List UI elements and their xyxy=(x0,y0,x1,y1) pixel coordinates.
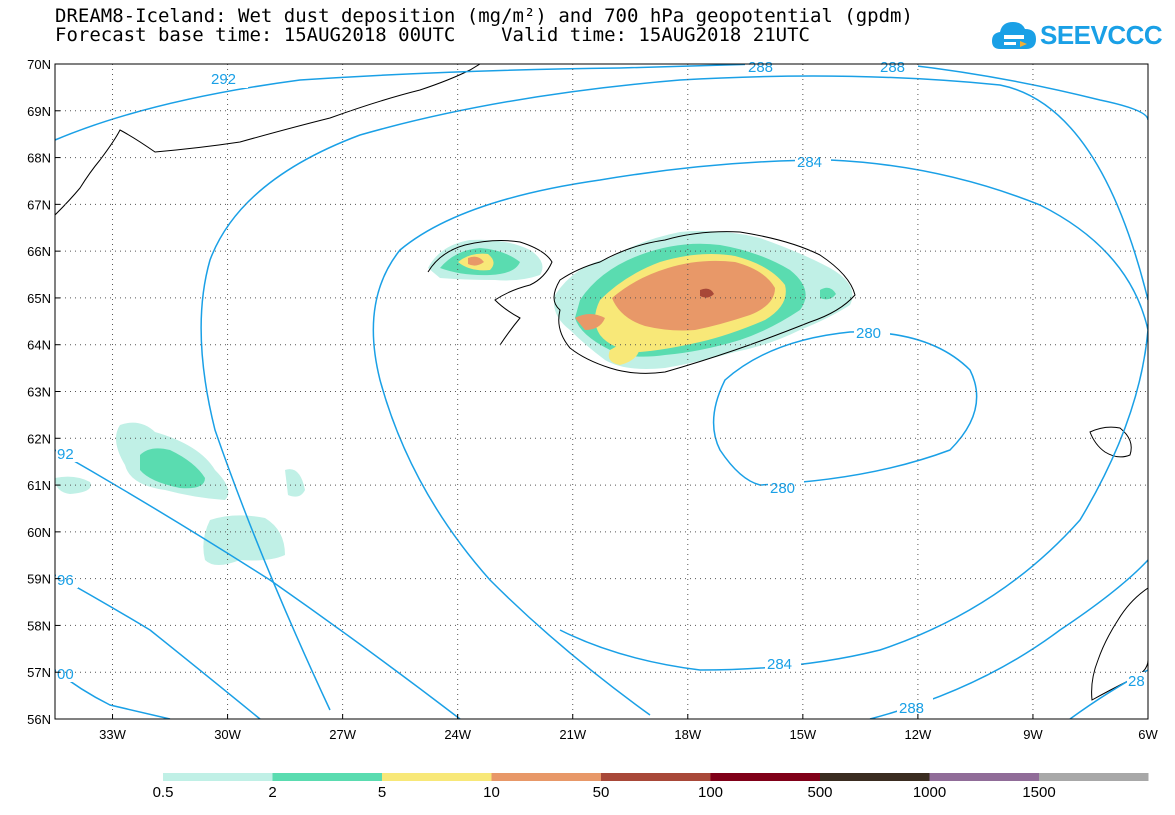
legend-label: 50 xyxy=(593,784,610,801)
latitude-tick-label: 58N xyxy=(27,618,51,633)
latitude-tick-label: 64N xyxy=(27,338,51,353)
dust-patch xyxy=(203,515,285,565)
longitude-tick-label: 27W xyxy=(329,727,356,742)
legend-swatch xyxy=(491,773,601,781)
legend-label: 100 xyxy=(698,784,723,801)
dust-patch xyxy=(140,448,205,489)
dust-patch xyxy=(468,256,484,266)
latitude-tick-label: 62N xyxy=(27,431,51,446)
longitude-tick-label: 12W xyxy=(905,727,932,742)
legend-swatch xyxy=(820,773,930,781)
geopotential-contours xyxy=(55,64,1148,719)
map-frame xyxy=(54,63,1149,720)
logo-text: SEEVCCC xyxy=(1040,20,1163,50)
legend-label: 1500 xyxy=(1022,784,1055,801)
longitude-tick-label: 18W xyxy=(674,727,701,742)
latitude-axis: 70N 69N 68N 67N 66N 65N 64N 63N 62N 61N 60N 59N 58N 5… xyxy=(27,57,51,727)
contour-280 xyxy=(712,331,978,486)
map-title: DREAM8-Iceland: Wet dust deposition (mg/… xyxy=(55,5,913,27)
legend-swatch xyxy=(601,773,711,781)
legend-label: 500 xyxy=(807,784,832,801)
latitude-tick-label: 59N xyxy=(27,572,51,587)
longitude-tick-label: 24W xyxy=(444,727,471,742)
cloud-icon xyxy=(992,22,1036,49)
contour-284 xyxy=(372,159,1148,716)
latitude-tick-label: 66N xyxy=(27,244,51,259)
latitude-tick-label: 70N xyxy=(27,57,51,72)
longitude-tick-label: 9W xyxy=(1023,727,1043,742)
contour-label: 288 xyxy=(899,700,924,717)
dust-patch xyxy=(285,469,305,497)
contour-label: 280 xyxy=(770,480,795,497)
longitude-tick-label: 15W xyxy=(789,727,816,742)
contour-label: 00 xyxy=(57,666,74,683)
latitude-tick-label: 60N xyxy=(27,525,51,540)
dust-patch xyxy=(55,476,91,494)
dust-patch xyxy=(820,287,836,300)
longitude-axis: 33W 30W 27W 24W 21W 18W 15W 12W 9W 6W xyxy=(99,727,1158,742)
coastlines xyxy=(55,64,1148,701)
legend-label: 10 xyxy=(483,784,500,801)
legend-label: 0.5 xyxy=(153,784,174,801)
contour-labels: 292 288 288 284 280 280 284 288 92 96 00… xyxy=(56,58,1147,717)
legend-label: 5 xyxy=(378,784,386,801)
westfjords-coast xyxy=(427,240,553,346)
legend-swatch xyxy=(929,773,1039,781)
dust-patch xyxy=(700,288,714,298)
contour-292-south xyxy=(55,449,461,719)
contour-label: 288 xyxy=(880,59,905,76)
latitude-tick-label: 56N xyxy=(27,712,51,727)
longitude-tick-label: 30W xyxy=(214,727,241,742)
map-subtitle: Forecast base time: 15AUG2018 00UTC Vali… xyxy=(55,24,810,46)
longitude-tick-label: 21W xyxy=(559,727,586,742)
contour-296 xyxy=(55,574,261,719)
contour-label: 28 xyxy=(1128,673,1145,690)
iceland-coast xyxy=(553,231,856,374)
longitude-tick-label: 33W xyxy=(99,727,126,742)
contour-label: 284 xyxy=(767,656,792,673)
legend-swatch xyxy=(1039,773,1149,781)
legend-swatch xyxy=(272,773,382,781)
dust-patch xyxy=(575,314,605,330)
latitude-tick-label: 68N xyxy=(27,151,51,166)
legend-label: 1000 xyxy=(913,784,946,801)
legend-swatch xyxy=(163,773,273,781)
dust-patch xyxy=(612,260,775,331)
contour-label: 288 xyxy=(748,59,773,76)
contour-292 xyxy=(55,64,761,141)
graticule xyxy=(55,63,1149,720)
latitude-tick-label: 61N xyxy=(27,478,51,493)
faroe-coast xyxy=(1089,426,1132,458)
contour-label: 284 xyxy=(797,154,822,171)
latitude-tick-label: 69N xyxy=(27,104,51,119)
contour-label: 280 xyxy=(856,325,881,342)
contour-288-main xyxy=(200,75,1148,711)
legend-swatch xyxy=(710,773,820,781)
legend-swatch xyxy=(382,773,492,781)
dust-deposition-field xyxy=(55,230,853,565)
contour-label: 292 xyxy=(211,71,236,88)
contour-label: 92 xyxy=(57,446,74,463)
seevccc-logo: SEEVCCC xyxy=(990,15,1163,59)
latitude-tick-label: 67N xyxy=(27,197,51,212)
contour-288 xyxy=(899,64,1148,121)
latitude-tick-label: 65N xyxy=(27,291,51,306)
greenland-coast xyxy=(55,64,481,216)
latitude-tick-label: 57N xyxy=(27,665,51,680)
latitude-tick-label: 63N xyxy=(27,385,51,400)
legend: 0.5 2 5 10 50 100 500 1000 1500 xyxy=(153,773,1149,801)
contour-label: 96 xyxy=(57,572,74,589)
dust-patch xyxy=(608,343,640,365)
longitude-tick-label: 6W xyxy=(1138,727,1158,742)
legend-label: 2 xyxy=(268,784,276,801)
